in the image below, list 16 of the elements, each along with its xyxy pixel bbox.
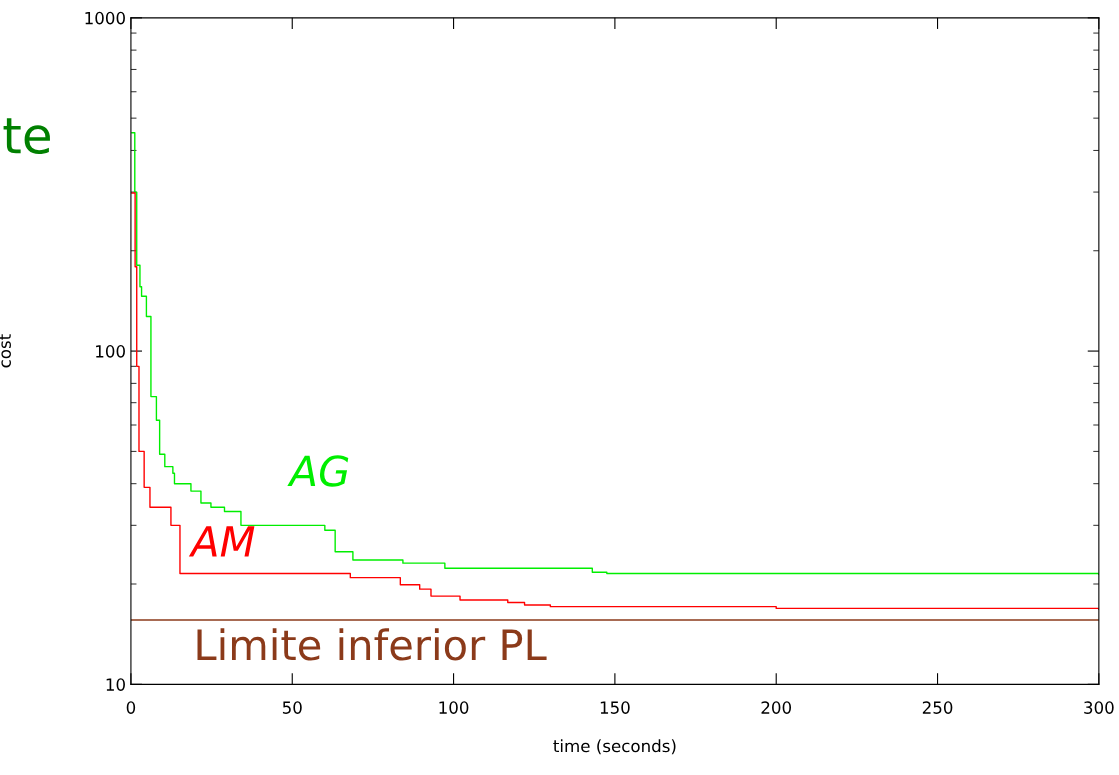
- x-tick-label: 300: [1084, 701, 1114, 714]
- y-axis-title: cost: [0, 334, 11, 368]
- ref-line-label: Limite inferior PL: [197, 628, 547, 661]
- y-tick-label: 100: [96, 345, 125, 358]
- series-label: AM: [188, 526, 255, 557]
- x-tick-label: 0: [126, 701, 136, 714]
- x-tick-label: 250: [922, 701, 953, 714]
- y-tick-label: 10: [106, 678, 125, 691]
- text: te: [3, 118, 50, 155]
- x-tick-label: 200: [761, 701, 792, 714]
- x-axis-title: time (seconds): [553, 739, 676, 755]
- x-tick-label: 50: [282, 701, 302, 714]
- y-tick-label: 1000: [85, 11, 125, 25]
- x-tick-label: 100: [439, 701, 469, 714]
- x-tick-label: 150: [600, 701, 630, 714]
- series-label: AG: [287, 455, 349, 487]
